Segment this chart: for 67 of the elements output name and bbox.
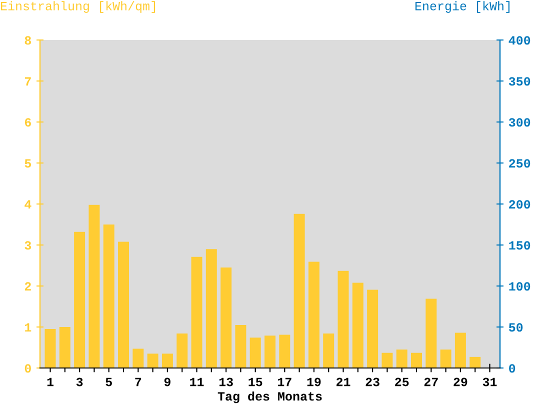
x-tick-label: 3 [76,378,83,386]
bar [118,242,129,368]
y-tick-label: 5 [24,159,32,168]
x-tick-label: 27 [424,378,438,386]
x-tick-label: 21 [336,378,350,386]
y2-tick-label: 250 [509,159,530,168]
bar [250,338,261,368]
y2-tick-label: 400 [508,36,530,45]
bar [426,298,437,368]
bar [88,204,100,368]
x-tick-label: 17 [278,378,292,386]
bar [191,256,202,368]
bar [396,350,408,368]
x-tick-label: 31 [482,378,497,386]
x-axis-title: Tag des Monats [218,391,322,404]
y-tick-label: 0 [24,364,31,373]
bar [454,332,466,368]
y2-tick-label: 100 [509,282,530,291]
y2-tick-label: 0 [509,364,516,373]
bar [264,336,276,368]
x-tick-label: 25 [395,378,409,386]
bar [147,354,158,368]
y-tick-label: 3 [24,241,32,250]
y-tick-label: 7 [24,77,31,86]
bar [294,214,305,368]
bar [162,354,173,368]
bar [59,327,70,368]
bar [235,324,246,368]
y2-tick-label: 200 [509,200,530,209]
y-tick-label: 2 [24,282,31,291]
x-tick-label: 5 [106,378,112,386]
bar [338,270,349,368]
x-tick-label: 1 [47,378,54,386]
x-tick-label: 15 [248,378,262,386]
bar [44,329,56,368]
bar [308,262,320,368]
x-tick-label: 9 [164,378,170,386]
bar [323,334,334,368]
bar [352,282,364,368]
y2-tick-label: 150 [509,241,530,250]
x-tick-label: 11 [190,378,204,386]
x-tick-label: 29 [454,378,468,386]
y2-axis-title: Energie [kWh] [415,1,510,13]
y-tick-label: 1 [25,323,32,332]
y2-tick-label: 350 [508,77,530,86]
bar [74,232,86,368]
bar [103,224,114,368]
y-tick-label: 4 [24,200,32,209]
bar [132,348,144,368]
y-tick-label: 8 [24,36,31,45]
bar [440,350,452,368]
bar [382,352,393,368]
x-tick-label: 7 [135,378,142,386]
x-tick-label: 23 [366,378,380,386]
y-tick-label: 6 [24,118,31,127]
y-axis-title: Einstrahlung [kWh/qm] [0,1,156,13]
y2-tick-label: 50 [508,323,523,332]
bar [279,334,290,368]
bar [206,249,217,368]
bar [367,290,378,368]
x-tick-label: 13 [219,378,233,386]
y2-tick-label: 300 [508,118,530,127]
bar [411,352,422,368]
bar [176,334,188,368]
bar [470,356,481,368]
x-tick-label: 19 [307,378,321,386]
bar [220,268,232,368]
